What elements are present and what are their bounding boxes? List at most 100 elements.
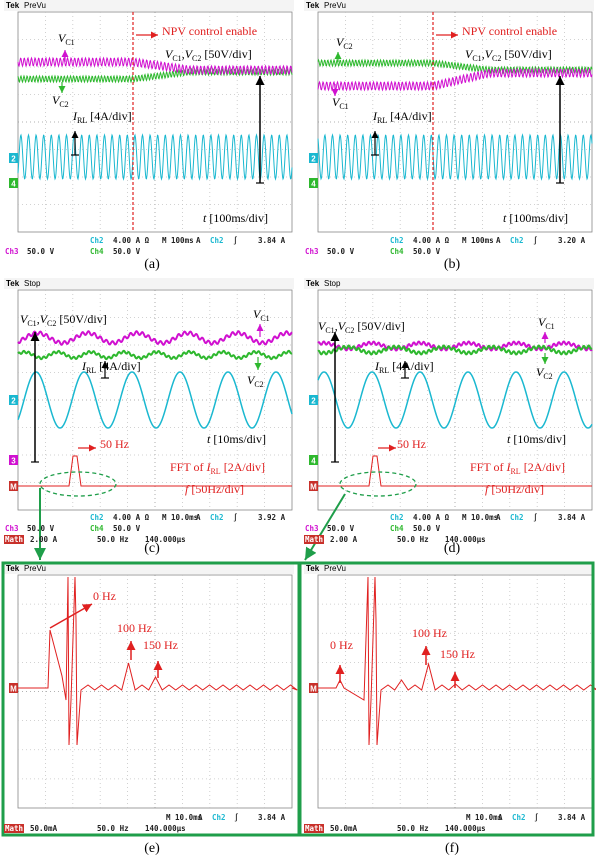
annotation-part: C1: [172, 54, 181, 63]
annotation: t [10ms/div]: [207, 432, 266, 446]
annotation: 0 Hz: [330, 638, 353, 652]
annotation-part: 150 Hz: [143, 638, 178, 652]
status-text: Ch2: [390, 513, 404, 522]
status-text: M 10.0ms: [166, 813, 202, 822]
status-text: Ch2: [90, 236, 104, 245]
annotation-part: RL: [77, 116, 87, 125]
status-text: M 10.0ms: [462, 513, 498, 522]
status-text: 4.00 A Ω: [413, 513, 450, 522]
status-text: 3.84 A: [258, 813, 286, 822]
annotation-part: C2: [343, 42, 352, 51]
annotation: f [50Hz/div]: [185, 482, 244, 496]
annotation-part: 100 Hz: [412, 626, 447, 640]
figure: TekPreVu24NPV control enableVC1VC2VC1,VC…: [0, 0, 596, 863]
status-text: 50.0 Hz: [397, 535, 429, 544]
caption: (a): [144, 257, 160, 272]
annotation-part: 0 Hz: [330, 638, 353, 652]
annotation-part: [10ms/div]: [510, 432, 566, 446]
status-text: Math: [305, 824, 323, 833]
status-text: 50.0 V: [327, 524, 355, 533]
annotation-part: C1: [472, 54, 481, 63]
header-brand: Tek: [6, 279, 20, 288]
status-text: 4.00 A Ω: [113, 236, 150, 245]
annotation-part: C1: [545, 322, 554, 331]
status-text: Ch2: [212, 813, 226, 822]
caption: (d): [444, 541, 461, 556]
annotation-part: C1: [325, 326, 334, 335]
status-text: Ch3: [305, 524, 319, 533]
status-text: Ch2: [210, 236, 224, 245]
annotation: 150 Hz: [143, 638, 178, 652]
channel-marker: 3: [11, 457, 16, 466]
status-text: Math: [5, 535, 23, 544]
annotation-part: FFT of: [170, 460, 206, 474]
status-text: 4.00 A Ω: [413, 236, 450, 245]
header-bar: [304, 278, 594, 289]
annotation-part: RL: [86, 366, 96, 375]
annotation: NPV control enable: [462, 24, 557, 38]
annotation-part: C2: [345, 326, 354, 335]
status-text: 3.20 A: [558, 236, 586, 245]
status-text: A: [498, 813, 503, 822]
annotation-part: RL: [379, 366, 389, 375]
header-brand: Tek: [306, 564, 320, 573]
status-text: 50.0mA: [330, 824, 358, 833]
annotation: 0 Hz: [93, 589, 116, 603]
channel-marker: 4: [311, 457, 316, 466]
annotation: t [10ms/div]: [507, 432, 566, 446]
annotation-part: C2: [543, 372, 552, 381]
header-bar: [4, 0, 294, 11]
header-bar: [4, 278, 294, 289]
annotation-part: 0 Hz: [93, 589, 116, 603]
status-text: 50.0 V: [113, 247, 141, 256]
channel-marker: 2: [311, 397, 316, 406]
status-text: M 100ms: [162, 236, 194, 245]
status-text: Math: [305, 535, 323, 544]
status-text: Ch4: [390, 524, 404, 533]
channel-marker: 2: [11, 155, 16, 164]
status-text: 2.00 A: [30, 535, 58, 544]
annotation-part: [50V/div]: [354, 319, 404, 333]
status-text: Ch4: [390, 247, 404, 256]
header-mode: PreVu: [24, 1, 46, 10]
header-brand: Tek: [6, 1, 20, 10]
annotation-part: NPV control enable: [462, 24, 557, 38]
header-mode: PreVu: [324, 1, 346, 10]
annotation-part: NPV control enable: [162, 24, 257, 38]
annotation-part: C2: [492, 54, 501, 63]
annotation-part: [4A/div]: [387, 109, 431, 123]
channel-marker: 4: [11, 180, 16, 189]
annotation: t [100ms/div]: [203, 211, 268, 225]
header-bar: [304, 563, 594, 574]
annotation-part: [10ms/div]: [210, 432, 266, 446]
status-text: A: [496, 236, 501, 245]
annotation-part: [4A/div]: [389, 359, 433, 373]
header-bar: [4, 563, 294, 574]
annotation-part: 50 Hz: [100, 437, 129, 451]
annotation-part: [2A/div]: [221, 460, 265, 474]
header-mode: Stop: [24, 279, 41, 288]
annotation-part: [50V/div]: [501, 47, 551, 61]
annotation-part: C2: [47, 319, 56, 328]
status-text: ∫: [233, 513, 238, 522]
caption: (f): [445, 841, 459, 856]
status-text: Ch2: [90, 513, 104, 522]
channel-marker: 4: [311, 180, 316, 189]
status-text: M 10.0ms: [162, 513, 198, 522]
caption: (c): [144, 541, 160, 556]
channel-marker: M: [10, 685, 17, 694]
channel-marker: 2: [11, 397, 16, 406]
status-text: ∫: [234, 813, 239, 822]
status-text: ∫: [533, 236, 538, 245]
status-text: 3.84 A: [558, 513, 586, 522]
caption: (e): [144, 841, 160, 856]
status-text: 140.000µs: [445, 824, 486, 833]
status-text: 50.0 V: [27, 247, 55, 256]
status-text: 50.0 V: [413, 247, 441, 256]
channel-marker: M: [310, 685, 317, 694]
status-text: 2.00 A: [330, 535, 358, 544]
annotation: 50 Hz: [100, 437, 129, 451]
caption: (b): [444, 257, 461, 272]
status-text: 50.0 V: [113, 524, 141, 533]
header-mode: PreVu: [24, 564, 46, 573]
